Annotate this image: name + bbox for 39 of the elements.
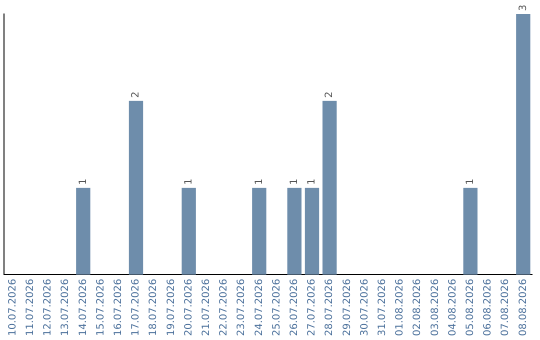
data-label: 1 [183, 178, 194, 185]
x-tick-label: 06.08.2026 [482, 278, 494, 336]
x-tick-label: 17.07.2026 [130, 278, 142, 336]
x-tick-label: 10.07.2026 [7, 278, 18, 336]
x-tick-label: 05.08.2026 [464, 278, 476, 336]
data-label: 1 [254, 178, 265, 185]
data-label: 2 [324, 92, 336, 98]
data-label: 1 [288, 178, 300, 185]
data-label: 1 [78, 178, 89, 185]
x-tick-label: 04.08.2026 [447, 278, 458, 336]
x-tick-label: 26.07.2026 [288, 278, 300, 336]
x-tick-label: 11.07.2026 [24, 278, 36, 336]
x-tick-label: 21.07.2026 [200, 278, 212, 336]
x-tick-label: 07.08.2026 [500, 278, 512, 336]
data-label: 2 [130, 92, 142, 98]
x-tick-label: 29.07.2026 [342, 278, 353, 336]
x-tick-label: 22.07.2026 [218, 278, 230, 336]
data-label: 3 [518, 4, 529, 11]
x-tick-label: 20.07.2026 [183, 278, 194, 336]
x-tick-label: 18.07.2026 [148, 278, 160, 336]
x-tick-label: 19.07.2026 [166, 278, 177, 336]
x-tick-label: 14.07.2026 [78, 278, 89, 336]
x-tick-label: 31.07.2026 [376, 278, 388, 336]
x-tick-label: 30.07.2026 [359, 278, 370, 336]
x-tick-label: 16.07.2026 [112, 278, 124, 336]
x-tick-label: 24.07.2026 [254, 278, 265, 336]
x-tick-label: 13.07.2026 [60, 278, 72, 336]
data-label: 1 [464, 178, 476, 185]
x-tick-label: 12.07.2026 [42, 278, 54, 336]
x-tick-label: 27.07.2026 [306, 278, 318, 336]
x-tick-label: 01.08.2026 [394, 278, 406, 336]
x-tick-label: 02.08.2026 [412, 278, 424, 336]
x-tick-label: 08.08.2026 [518, 278, 529, 336]
x-tick-label: 03.08.2026 [430, 278, 441, 336]
x-tick-label: 15.07.2026 [95, 278, 106, 336]
x-tick-label: 23.07.2026 [236, 278, 248, 336]
data-label: 1 [306, 178, 318, 185]
x-tick-label: 28.07.2026 [324, 278, 336, 336]
x-tick-label: 25.07.2026 [271, 278, 282, 336]
